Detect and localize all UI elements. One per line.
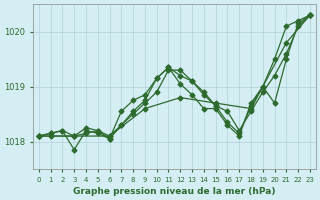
X-axis label: Graphe pression niveau de la mer (hPa): Graphe pression niveau de la mer (hPa) [73, 187, 276, 196]
